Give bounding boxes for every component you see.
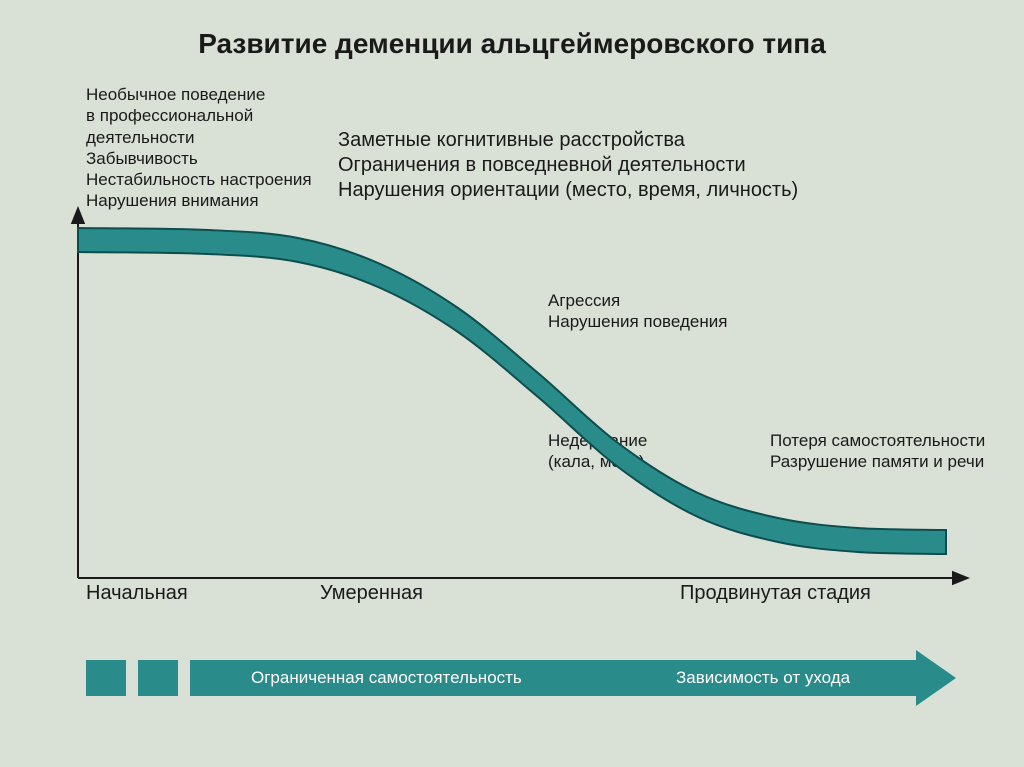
- stage-moderate: Умеренная: [320, 582, 423, 605]
- stage-advanced: Продвинутая стадия: [680, 582, 871, 605]
- bar-segment-2: [138, 660, 178, 696]
- symptoms-moderate: Заметные когнитивные расстройства Ограни…: [338, 128, 798, 203]
- page-title: Развитие деменции альцгеймеровского типа: [0, 28, 1024, 60]
- symptoms-initial: Необычное поведение в профессиональной д…: [86, 84, 312, 212]
- stage-initial: Начальная: [86, 582, 188, 605]
- decline-curve-chart: [66, 206, 976, 596]
- dependency-bar: Ограниченная самостоятельность Зависимос…: [86, 660, 956, 696]
- bar-segment-1: [86, 660, 126, 696]
- bar-label-dependent: Зависимость от ухода: [676, 668, 850, 688]
- bar-label-limited: Ограниченная самостоятельность: [251, 668, 522, 688]
